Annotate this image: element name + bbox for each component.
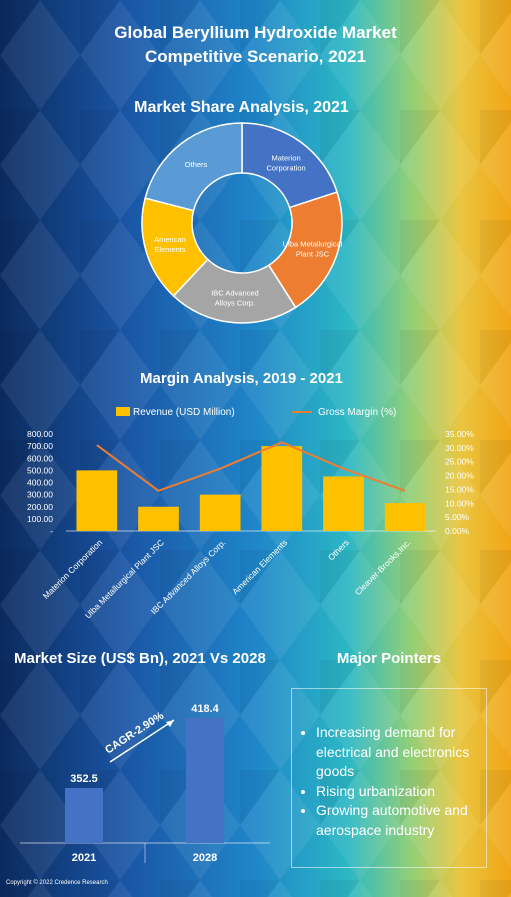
market-size-title: Market Size (US$ Bn), 2021 Vs 2028 xyxy=(14,650,266,667)
donut-label-ibc-advanced-alloys-corp: IBC Advanced Alloys Corp. xyxy=(211,289,259,308)
pointer-item: Increasing demand for electrical and ele… xyxy=(316,723,486,782)
donut-label-american-elements: American Elements xyxy=(154,235,186,254)
y-tick-label: 100.00 xyxy=(27,514,53,524)
donut-slice-materion-corporation xyxy=(241,122,339,209)
revenue-bar-american-elements xyxy=(261,446,303,531)
market-share-donut-chart: Materion Corporation Ulba Metallurgical Pla… xyxy=(141,122,343,324)
y-tick-label: 300.00 xyxy=(27,490,53,500)
market-share-title: Market Share Analysis, 2021 xyxy=(134,99,349,116)
major-pointers-box: Increasing demand for electrical and ele… xyxy=(291,688,487,868)
y2-tick-label: 20.00% xyxy=(445,471,474,481)
copyright-notice: Copyright © 2022 Credence Research xyxy=(6,880,108,886)
x-tick-label-materion-corporation: Materion Corporation xyxy=(41,537,105,601)
market-size-year-2028: 2028 xyxy=(193,852,217,864)
pointer-item: Growing automotive and aerospace industr… xyxy=(316,801,486,840)
x-tick-label-others: Others xyxy=(326,537,351,562)
legend-revenue-label: Revenue (USD Million) xyxy=(133,407,235,418)
y-tick-label: 500.00 xyxy=(27,465,53,475)
revenue-bar-materion-corporation xyxy=(76,470,118,531)
donut-label-ulba-metallurgical-plant-jsc: Ulba Metallurgical Plant JSC xyxy=(283,239,343,258)
cagr-arrow xyxy=(109,719,175,763)
y2-tick-label: 25.00% xyxy=(445,457,474,467)
revenue-bar-ulba-metallurgical-plant-jsc xyxy=(138,506,179,531)
major-pointers-title: Major Pointers xyxy=(336,650,442,667)
y-tick-label: 700.00 xyxy=(27,441,53,451)
x-tick-label-american-elements: American Elements xyxy=(230,537,289,596)
market-size-chart: 352.5 2021 418.4 2028 CAGR-2.90% xyxy=(20,703,270,864)
donut-label-others: Others xyxy=(185,160,208,169)
pointer-item: Rising urbanization xyxy=(316,782,486,802)
donut-slice-others xyxy=(144,122,243,212)
market-size-value-2021: 352.5 xyxy=(70,773,98,785)
y-tick-label: 400.00 xyxy=(27,478,53,488)
y2-tick-label: 0.00% xyxy=(445,526,470,536)
donut-label-materion-corporation: Materion Corporation xyxy=(266,153,305,172)
margin-analysis-title: Margin Analysis, 2019 - 2021 xyxy=(140,370,343,387)
y-tick-label: 200.00 xyxy=(27,502,53,512)
margin-analysis-chart: Revenue (USD Million) Gross Margin (%) -… xyxy=(27,407,474,621)
cagr-arrow-head xyxy=(166,720,174,727)
market-size-bar-2021 xyxy=(65,788,103,843)
y2-tick-label: 35.00% xyxy=(445,429,474,439)
main-title-line-2: Competitive Scenario, 2021 xyxy=(144,47,367,66)
revenue-bar-others xyxy=(323,476,364,531)
gross-margin-line xyxy=(96,441,406,492)
revenue-bar-ibc-advanced-alloys-corp xyxy=(199,494,241,531)
y-tick-label: 600.00 xyxy=(27,453,53,463)
y2-tick-label: 15.00% xyxy=(445,484,474,494)
y-tick-label: - xyxy=(50,526,53,536)
main-title-line-1: Global Beryllium Hydroxide Market xyxy=(114,23,397,42)
y2-tick-label: 5.00% xyxy=(445,512,470,522)
market-size-year-2021: 2021 xyxy=(72,852,96,864)
legend-margin-label: Gross Margin (%) xyxy=(318,407,396,418)
market-size-value-2028: 418.4 xyxy=(191,703,219,715)
y-tick-label: 800.00 xyxy=(27,429,53,439)
legend-revenue-swatch xyxy=(116,407,130,416)
y2-tick-label: 10.00% xyxy=(445,498,474,508)
y2-tick-label: 30.00% xyxy=(445,443,474,453)
revenue-bar-cleaver-brooks-inc xyxy=(384,503,426,531)
x-tick-label-cleaver-brooks-inc: Cleaver-Brooks,Inc. xyxy=(353,537,413,597)
market-size-bar-2028 xyxy=(186,718,224,843)
cagr-label: CAGR-2.90% xyxy=(103,710,166,757)
